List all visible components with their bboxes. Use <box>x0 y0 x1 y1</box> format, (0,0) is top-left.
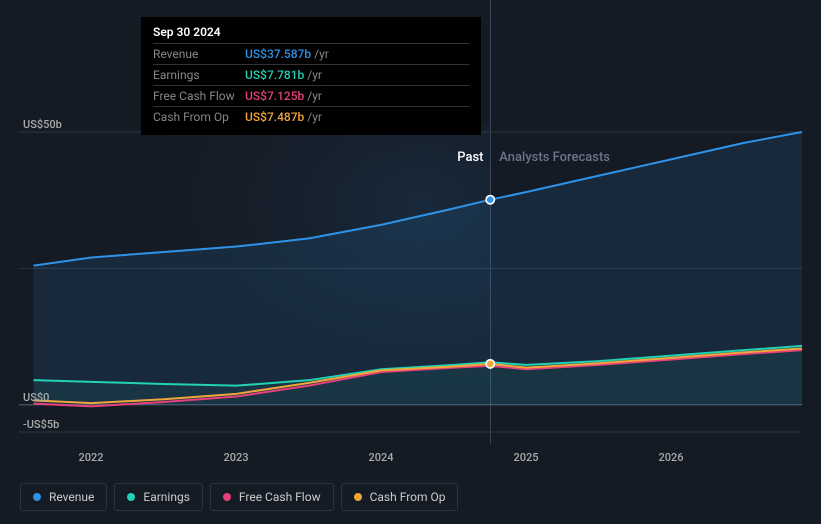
legend-item-label: Earnings <box>143 490 190 504</box>
tooltip-row-unit: /yr <box>307 89 322 103</box>
legend-item[interactable]: Revenue <box>20 483 107 511</box>
x-axis-label: 2023 <box>224 451 249 464</box>
x-axis-label: 2022 <box>79 451 104 464</box>
tooltip-row: EarningsUS$7.781b/yr <box>153 64 469 85</box>
x-axis-label: 2024 <box>369 451 394 464</box>
tooltip-row: Free Cash FlowUS$7.125b/yr <box>153 85 469 106</box>
tooltip-date: Sep 30 2024 <box>153 25 469 43</box>
legend-item[interactable]: Cash From Op <box>341 483 459 511</box>
tooltip-row-label: Earnings <box>153 68 245 82</box>
tooltip-row-unit: /yr <box>314 47 329 61</box>
y-axis-label: -US$5b <box>23 418 59 431</box>
tooltip-row-value: US$7.125b <box>245 89 304 103</box>
region-label-forecast: Analysts Forecasts <box>499 150 610 165</box>
x-axis-label: 2025 <box>514 451 539 464</box>
tooltip: Sep 30 2024 RevenueUS$37.587b/yrEarnings… <box>141 17 481 135</box>
tooltip-row-value: US$37.587b <box>245 47 311 61</box>
legend-item-label: Revenue <box>49 490 94 504</box>
legend-dot-icon <box>33 493 41 501</box>
tooltip-row-label: Cash From Op <box>153 110 245 124</box>
tooltip-row: Cash From OpUS$7.487b/yr <box>153 106 469 127</box>
legend-item[interactable]: Earnings <box>114 483 203 511</box>
tooltip-rows: RevenueUS$37.587b/yrEarningsUS$7.781b/yr… <box>153 43 469 127</box>
legend-dot-icon <box>223 493 231 501</box>
tooltip-row-unit: /yr <box>307 68 322 82</box>
legend-item[interactable]: Free Cash Flow <box>210 483 334 511</box>
region-label-past: Past <box>457 150 483 165</box>
chart-area[interactable] <box>19 123 802 444</box>
y-axis-label: US$0 <box>23 391 49 404</box>
legend-dot-icon <box>354 493 362 501</box>
legend-item-label: Free Cash Flow <box>239 490 321 504</box>
x-axis-label: 2026 <box>659 451 684 464</box>
tooltip-row: RevenueUS$37.587b/yr <box>153 43 469 64</box>
tooltip-row-unit: /yr <box>307 110 322 124</box>
tooltip-row-value: US$7.781b <box>245 68 304 82</box>
tooltip-row-label: Free Cash Flow <box>153 89 245 103</box>
tooltip-row-label: Revenue <box>153 47 245 61</box>
legend: Revenue Earnings Free Cash Flow Cash From O… <box>20 483 458 511</box>
chart-svg <box>19 123 802 444</box>
legend-dot-icon <box>127 493 135 501</box>
legend-item-label: Cash From Op <box>370 490 446 504</box>
y-axis-label: US$50b <box>23 118 62 131</box>
tooltip-row-value: US$7.487b <box>245 110 304 124</box>
